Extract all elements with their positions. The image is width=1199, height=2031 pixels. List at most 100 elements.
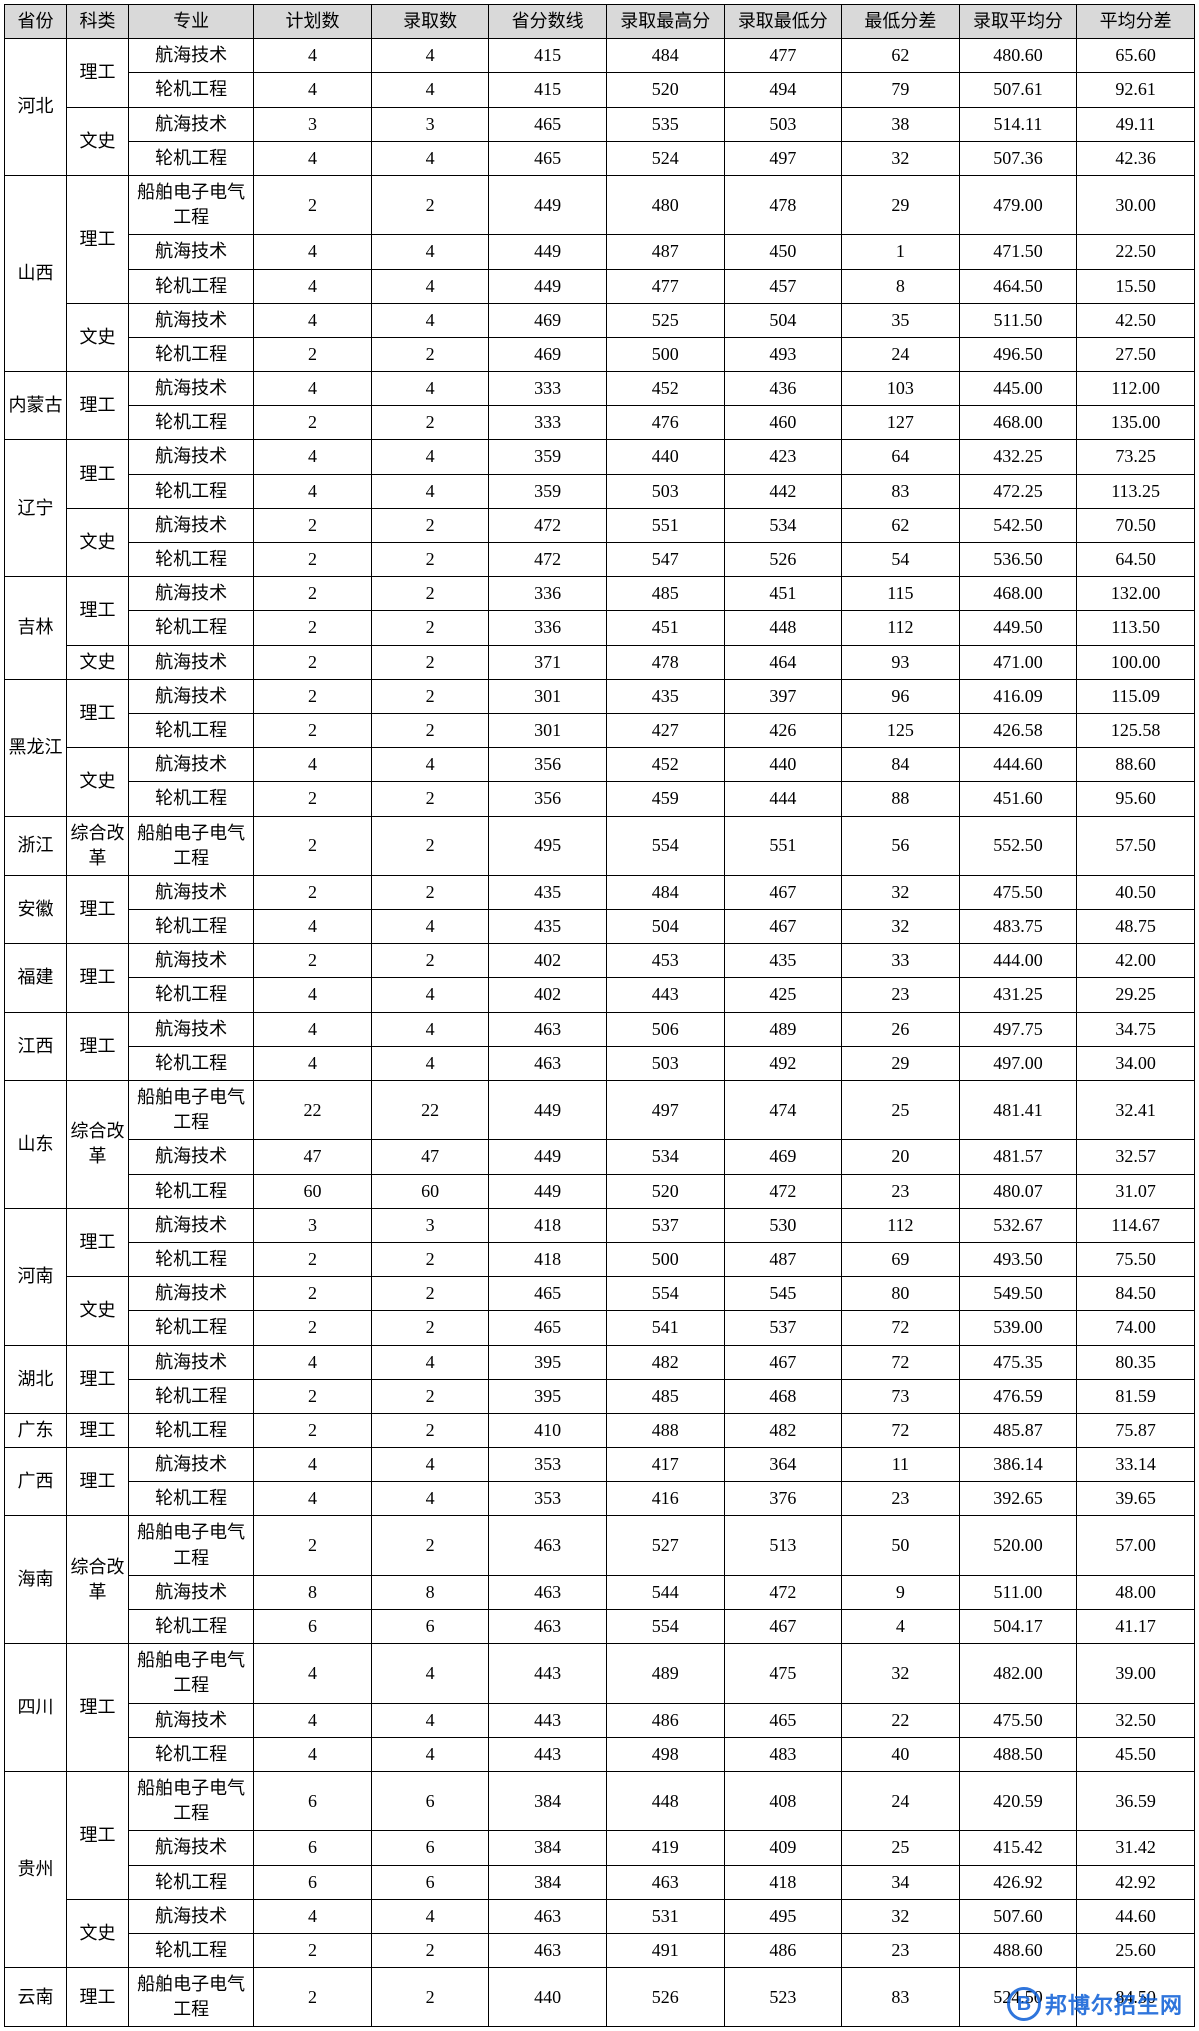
cell-min: 450 <box>724 235 842 269</box>
cell-mindiff: 62 <box>842 508 960 542</box>
cell-category: 理工 <box>67 440 129 508</box>
cell-avg: 483.75 <box>959 910 1077 944</box>
th-plan: 计划数 <box>254 5 372 39</box>
table-row: 河北理工航海技术4441548447762480.6065.60 <box>5 39 1195 73</box>
cell-mindiff: 62 <box>842 39 960 73</box>
table-row: 辽宁理工航海技术4435944042364432.2573.25 <box>5 440 1195 474</box>
cell-plan: 4 <box>254 1703 372 1737</box>
cell-plan: 2 <box>254 1242 372 1276</box>
cell-major: 航海技术 <box>129 1140 254 1174</box>
cell-province: 福建 <box>5 944 67 1012</box>
cell-avg: 496.50 <box>959 337 1077 371</box>
cell-cutoff: 384 <box>489 1831 607 1865</box>
table-row: 湖北理工航海技术4439548246772475.3580.35 <box>5 1345 1195 1379</box>
table-row: 内蒙古理工航海技术44333452436103445.00112.00 <box>5 372 1195 406</box>
cell-avg: 511.50 <box>959 303 1077 337</box>
cell-mindiff: 23 <box>842 978 960 1012</box>
cell-plan: 3 <box>254 1208 372 1242</box>
cell-avgdiff: 113.50 <box>1077 611 1195 645</box>
cell-cutoff: 449 <box>489 1174 607 1208</box>
cell-cutoff: 443 <box>489 1644 607 1703</box>
cell-cutoff: 463 <box>489 1516 607 1575</box>
cell-category: 理工 <box>67 679 129 747</box>
table-row: 轮机工程2235645944488451.6095.60 <box>5 782 1195 816</box>
table-row: 黑龙江理工航海技术2230143539796416.09115.09 <box>5 679 1195 713</box>
cell-avgdiff: 115.09 <box>1077 679 1195 713</box>
cell-avgdiff: 65.60 <box>1077 39 1195 73</box>
cell-mindiff: 54 <box>842 543 960 577</box>
cell-avg: 514.11 <box>959 107 1077 141</box>
cell-avgdiff: 40.50 <box>1077 875 1195 909</box>
cell-mindiff: 72 <box>842 1345 960 1379</box>
cell-admit: 4 <box>371 235 489 269</box>
table-row: 海南综合改革船舶电子电气工程2246352751350520.0057.00 <box>5 1516 1195 1575</box>
table-row: 文史航海技术3346553550338514.1149.11 <box>5 107 1195 141</box>
cell-major: 轮机工程 <box>129 1379 254 1413</box>
cell-min: 534 <box>724 508 842 542</box>
cell-cutoff: 465 <box>489 1311 607 1345</box>
cell-mindiff: 80 <box>842 1277 960 1311</box>
cell-plan: 6 <box>254 1831 372 1865</box>
cell-cutoff: 402 <box>489 944 607 978</box>
cell-cutoff: 463 <box>489 1933 607 1967</box>
th-avgdiff: 平均分差 <box>1077 5 1195 39</box>
cell-avg: 493.50 <box>959 1242 1077 1276</box>
cell-mindiff: 25 <box>842 1831 960 1865</box>
cell-province: 山东 <box>5 1081 67 1209</box>
cell-plan: 2 <box>254 611 372 645</box>
cell-cutoff: 465 <box>489 141 607 175</box>
cell-avgdiff: 114.67 <box>1077 1208 1195 1242</box>
cell-major: 航海技术 <box>129 577 254 611</box>
cell-mindiff: 32 <box>842 875 960 909</box>
cell-mindiff: 103 <box>842 372 960 406</box>
cell-min: 489 <box>724 1012 842 1046</box>
cell-admit: 2 <box>371 1413 489 1447</box>
cell-plan: 2 <box>254 406 372 440</box>
cell-cutoff: 435 <box>489 910 607 944</box>
cell-avg: 549.50 <box>959 1277 1077 1311</box>
cell-min: 487 <box>724 1242 842 1276</box>
cell-min: 497 <box>724 141 842 175</box>
cell-admit: 4 <box>371 39 489 73</box>
cell-max: 554 <box>606 1277 724 1311</box>
cell-avgdiff: 45.50 <box>1077 1737 1195 1771</box>
cell-mindiff: 35 <box>842 303 960 337</box>
cell-major: 航海技术 <box>129 1575 254 1609</box>
cell-max: 524 <box>606 141 724 175</box>
cell-mindiff: 4 <box>842 1610 960 1644</box>
cell-mindiff: 24 <box>842 1771 960 1830</box>
cell-cutoff: 472 <box>489 543 607 577</box>
cell-category: 文史 <box>67 107 129 175</box>
cell-avgdiff: 125.58 <box>1077 713 1195 747</box>
cell-avg: 479.00 <box>959 175 1077 234</box>
cell-min: 472 <box>724 1174 842 1208</box>
cell-category: 文史 <box>67 645 129 679</box>
cell-avgdiff: 39.65 <box>1077 1482 1195 1516</box>
table-row: 贵州理工船舶电子电气工程6638444840824420.5936.59 <box>5 1771 1195 1830</box>
table-row: 轮机工程4446350349229497.0034.00 <box>5 1046 1195 1080</box>
cell-min: 465 <box>724 1703 842 1737</box>
cell-major: 轮机工程 <box>129 782 254 816</box>
table-row: 轮机工程22333476460127468.00135.00 <box>5 406 1195 440</box>
cell-admit: 2 <box>371 1242 489 1276</box>
cell-major: 轮机工程 <box>129 1933 254 1967</box>
th-min: 录取最低分 <box>724 5 842 39</box>
cell-cutoff: 402 <box>489 978 607 1012</box>
cell-avg: 539.00 <box>959 1311 1077 1345</box>
cell-min: 444 <box>724 782 842 816</box>
cell-plan: 2 <box>254 543 372 577</box>
cell-min: 425 <box>724 978 842 1012</box>
table-row: 轮机工程2246554153772539.0074.00 <box>5 1311 1195 1345</box>
cell-avgdiff: 42.36 <box>1077 141 1195 175</box>
cell-admit: 2 <box>371 1933 489 1967</box>
cell-category: 文史 <box>67 303 129 371</box>
cell-admit: 4 <box>371 1737 489 1771</box>
cell-admit: 2 <box>371 406 489 440</box>
table-row: 航海技术884635444729511.0048.00 <box>5 1575 1195 1609</box>
cell-admit: 4 <box>371 303 489 337</box>
cell-avg: 507.61 <box>959 73 1077 107</box>
cell-max: 491 <box>606 1933 724 1967</box>
cell-max: 452 <box>606 372 724 406</box>
cell-admit: 2 <box>371 816 489 875</box>
cell-mindiff: 29 <box>842 175 960 234</box>
